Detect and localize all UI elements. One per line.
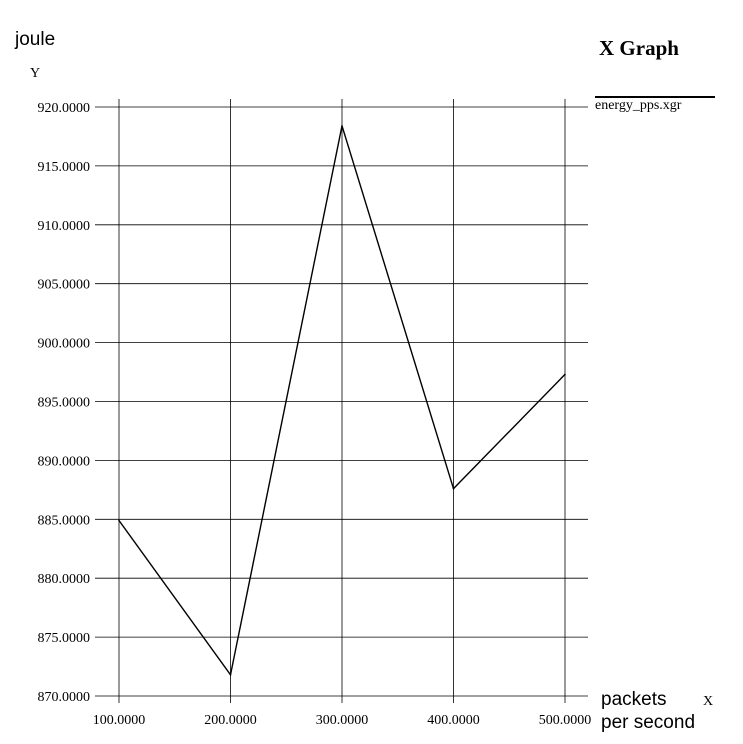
- chart-title: X Graph: [599, 36, 679, 60]
- x-tick-label: 500.0000: [539, 713, 592, 728]
- x-axis-label-line-1: packets: [601, 689, 667, 710]
- data-point: [118, 519, 120, 522]
- x-tick-label: 400.0000: [427, 713, 480, 728]
- y-tick-label: 895.0000: [38, 396, 91, 411]
- y-tick-label: 915.0000: [38, 160, 91, 175]
- y-tick-label: 905.0000: [38, 278, 91, 293]
- x-axis-name: X: [703, 694, 714, 709]
- x-tick-label: 200.0000: [204, 713, 257, 728]
- y-tick-label: 920.0000: [38, 101, 91, 116]
- x-axis-label: packets per second: [601, 688, 695, 734]
- legend-entry: energy_pps.xgr: [595, 98, 682, 113]
- x-tick-label: 300.0000: [316, 713, 369, 728]
- x-axis-label-line-2: per second: [601, 712, 696, 733]
- y-tick-label: 885.0000: [38, 513, 91, 528]
- y-tick-label: 870.0000: [38, 690, 91, 705]
- y-tick-label: 880.0000: [38, 572, 91, 587]
- data-point: [229, 673, 232, 676]
- y-axis-label: joule: [15, 29, 56, 50]
- y-tick-label: 900.0000: [38, 337, 91, 352]
- y-tick-label: 890.0000: [38, 454, 91, 469]
- legend-swatch-line: [595, 96, 715, 98]
- data-point: [564, 373, 566, 376]
- data-point: [341, 125, 343, 127]
- y-tick-label: 910.0000: [38, 219, 91, 234]
- y-tick-label: 875.0000: [38, 631, 91, 646]
- data-point: [452, 487, 455, 490]
- x-tick-label: 100.0000: [93, 713, 146, 728]
- y-axis-name: Y: [30, 66, 41, 81]
